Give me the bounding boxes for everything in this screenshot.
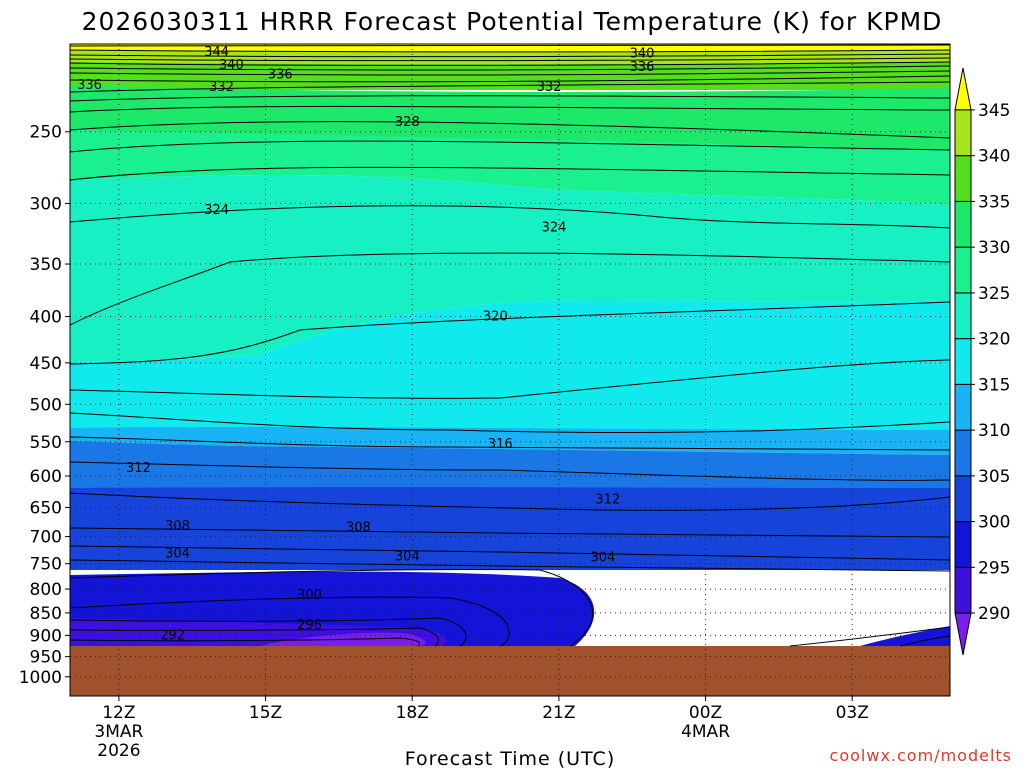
colorbar-tick-label: 320 (978, 330, 1010, 350)
band-305-310 (70, 441, 950, 490)
grid-lines (70, 44, 950, 696)
colorbar-tick-label: 345 (978, 101, 1010, 121)
band-325-330 (70, 130, 950, 205)
x-tick-year: 2026 (97, 741, 140, 761)
x-tick-label: 12Z (102, 703, 135, 723)
band-310-315 (70, 427, 950, 455)
contour-label: 300 (297, 588, 322, 603)
y-tick-label: 700 (30, 528, 62, 548)
y-tick-label: 600 (30, 467, 62, 487)
colorbar-band (954, 338, 972, 385)
colorbar-tick-label: 315 (978, 375, 1010, 395)
x-tick-label: 18Z (396, 703, 429, 723)
contour-label: 304 (395, 549, 420, 564)
colorbar-tick-label: 340 (978, 147, 1010, 167)
colorbar-band (954, 246, 972, 294)
chart-title: 2026030311 HRRR Forecast Potential Tempe… (82, 7, 943, 36)
contour-label: 316 (488, 437, 513, 452)
credit-text: coolwx.com/modelts (830, 746, 1012, 765)
colorbar-tick-label: 300 (978, 513, 1010, 533)
contour-label: 336 (268, 67, 293, 82)
contour-label: 336 (630, 60, 655, 75)
x-tick-label: 00Z (689, 703, 722, 723)
contour-label: 336 (77, 78, 102, 93)
colorbar-tick-label: 310 (978, 421, 1010, 441)
contour-label: 340 (630, 47, 655, 62)
contour-label: 340 (219, 58, 244, 73)
y-tick-label: 400 (30, 308, 62, 328)
y-tick-label: 450 (30, 354, 62, 374)
colorbar-band (954, 200, 972, 248)
y-tick-label: 850 (30, 604, 62, 624)
contour-label: 304 (165, 547, 190, 562)
x-tick-label: 15Z (249, 703, 282, 723)
y-tick-label: 800 (30, 580, 62, 600)
colorbar-tick-label: 305 (978, 467, 1010, 487)
band-315-320 (70, 300, 950, 430)
colorbar-band (954, 383, 972, 431)
x-tick-date: 4MAR (681, 722, 730, 742)
colorbar-tick-label: 335 (978, 192, 1010, 212)
y-tick-label: 950 (30, 648, 62, 668)
contour-label: 344 (204, 45, 229, 60)
contour-label: 324 (204, 203, 229, 218)
contour-label: 324 (542, 221, 567, 236)
colorbar-tick-label: 290 (978, 604, 1010, 624)
band-295-300-right (860, 626, 950, 646)
colorbar-band (954, 475, 972, 523)
y-tick-label: 550 (30, 433, 62, 453)
y-tick-label: 750 (30, 555, 62, 575)
y-tick-label: 250 (30, 123, 62, 143)
colorbar-band (954, 566, 972, 614)
band-335-340 (70, 62, 950, 90)
y-tick-label: 350 (30, 255, 62, 275)
x-tick-label: 03Z (836, 703, 869, 723)
contour-label: 308 (346, 520, 371, 535)
colorbar-band (954, 429, 972, 477)
contour-label: 304 (590, 550, 615, 565)
terrain-fill (70, 646, 950, 696)
y-tick-label: 1000 (19, 668, 62, 688)
colorbar-band (954, 109, 972, 157)
y-tick-label: 300 (30, 194, 62, 214)
x-tick-date: 3MAR (94, 722, 143, 742)
x-tick-label: 21Z (542, 703, 575, 723)
contour-label: 332 (537, 80, 562, 95)
y-tick-label: 900 (30, 626, 62, 646)
y-tick-label: 500 (30, 395, 62, 415)
contour-label: 312 (126, 461, 151, 476)
y-tick-label: 650 (30, 498, 62, 518)
band-330-335 (70, 85, 950, 150)
colorbar-tick-label: 295 (978, 558, 1010, 578)
colorbar-bottom-arrow (954, 612, 972, 656)
plot-border (69, 43, 951, 697)
contour-label: 332 (209, 80, 234, 95)
colorbar-tick-label: 330 (978, 238, 1010, 258)
contour-label: 292 (160, 628, 185, 643)
x-axis-title: Forecast Time (UTC) (405, 748, 615, 768)
colorbar: 290 295 300 305 310 315 320 325 330 335 340 345 (954, 67, 1010, 656)
colorbar-top-arrow (954, 67, 972, 111)
colorbar-tick-label: 325 (978, 284, 1010, 304)
y-axis: 2503003504004505005506006507007508008509… (19, 123, 70, 688)
colorbar-band (954, 521, 972, 568)
contour-label: 308 (165, 519, 190, 534)
contour-label: 296 (297, 618, 322, 633)
contour-label: 328 (395, 115, 420, 130)
contour-label: 312 (595, 492, 620, 507)
colorbar-band (954, 292, 972, 340)
colorbar-band (954, 155, 972, 202)
